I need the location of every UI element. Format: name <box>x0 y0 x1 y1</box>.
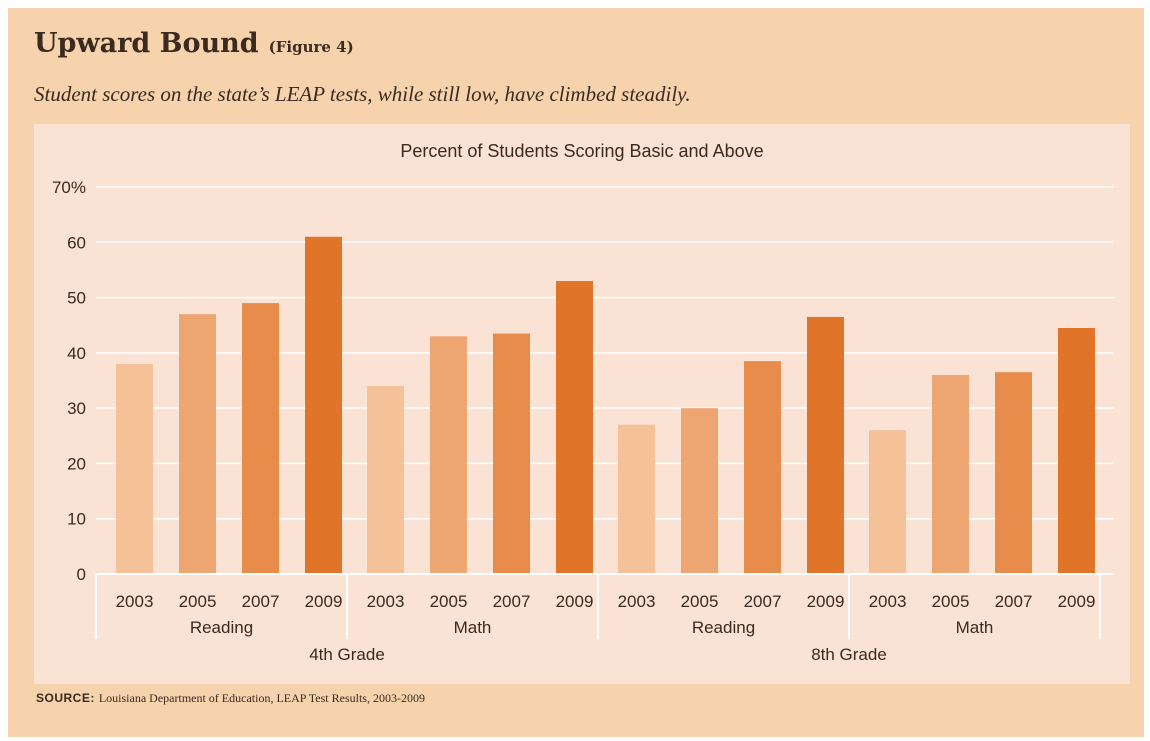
x-tick-label: 2005 <box>932 592 970 611</box>
y-tick-label: 70% <box>52 178 86 197</box>
grade-label: 8th Grade <box>811 645 887 664</box>
y-tick-label: 30 <box>67 399 86 418</box>
figure-subtitle: Student scores on the state’s LEAP tests… <box>34 82 691 106</box>
x-tick-label: 2003 <box>618 592 656 611</box>
bar-8th-grade-math-2007 <box>995 372 1032 574</box>
x-tick-label: 2009 <box>1058 592 1096 611</box>
figure-number-label: (Figure 4) <box>268 38 354 56</box>
y-tick-label: 10 <box>67 510 86 529</box>
x-tick-label: 2007 <box>744 592 782 611</box>
bar-4th-grade-reading-2005 <box>179 314 216 574</box>
x-tick-label: 2007 <box>493 592 531 611</box>
x-tick-label: 2009 <box>807 592 845 611</box>
x-tick-label: 2009 <box>305 592 343 611</box>
x-tick-label: 2003 <box>869 592 907 611</box>
subject-label: Math <box>956 618 994 637</box>
bar-8th-grade-math-2005 <box>932 374 969 574</box>
bar-8th-grade-reading-2005 <box>681 408 718 574</box>
bar-4th-grade-math-2005 <box>430 336 467 574</box>
bar-4th-grade-math-2003 <box>367 386 404 574</box>
subject-label: Reading <box>190 618 253 637</box>
figure-frame: Upward Bound (Figure 4) Student scores on… <box>8 8 1144 737</box>
source-note: SOURCE: Louisiana Department of Education… <box>36 691 425 706</box>
chart-title: Percent of Students Scoring Basic and Ab… <box>400 141 763 161</box>
bar-4th-grade-reading-2003 <box>116 363 153 574</box>
x-tick-label: 2003 <box>116 592 154 611</box>
y-tick-label: 60 <box>67 233 86 252</box>
bar-4th-grade-math-2009 <box>556 280 593 574</box>
x-tick-label: 2009 <box>556 592 594 611</box>
bar-8th-grade-reading-2009 <box>807 316 844 574</box>
source-label: SOURCE: <box>36 691 95 705</box>
x-tick-label: 2005 <box>681 592 719 611</box>
x-tick-label: 2007 <box>995 592 1033 611</box>
x-tick-label: 2005 <box>179 592 217 611</box>
x-tick-label: 2005 <box>430 592 468 611</box>
bar-chart: Percent of Students Scoring Basic and Ab… <box>52 141 1114 664</box>
x-tick-label: 2003 <box>367 592 405 611</box>
chart-panel: Percent of Students Scoring Basic and Ab… <box>34 124 1130 684</box>
y-tick-label: 40 <box>67 344 86 363</box>
bar-4th-grade-math-2007 <box>493 333 530 574</box>
x-tick-label: 2007 <box>242 592 280 611</box>
y-tick-label: 20 <box>67 454 86 473</box>
subject-label: Math <box>454 618 492 637</box>
bar-8th-grade-math-2009 <box>1058 327 1095 574</box>
bar-8th-grade-math-2003 <box>869 430 906 574</box>
bar-4th-grade-reading-2007 <box>242 303 279 574</box>
grade-label: 4th Grade <box>309 645 385 664</box>
bar-8th-grade-reading-2003 <box>618 424 655 574</box>
source-text: Louisiana Department of Education, LEAP … <box>98 691 425 705</box>
figure-title: Upward Bound <box>34 28 259 59</box>
y-tick-label: 0 <box>77 565 86 584</box>
figure-header: Upward Bound (Figure 4) <box>34 28 354 59</box>
subject-label: Reading <box>692 618 755 637</box>
y-tick-label: 50 <box>67 289 86 308</box>
bar-8th-grade-reading-2007 <box>744 361 781 574</box>
bar-4th-grade-reading-2009 <box>305 236 342 574</box>
